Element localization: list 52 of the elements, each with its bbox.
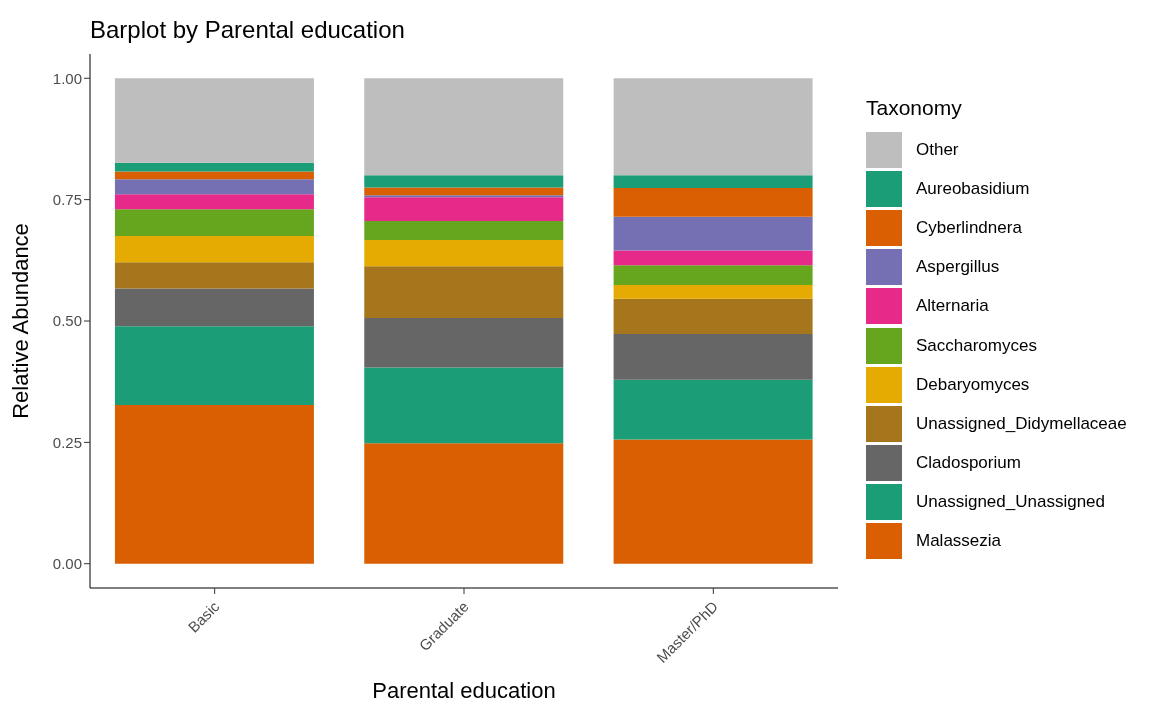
legend-label: Aureobasidium [916, 178, 1030, 199]
y-axis-title: Relative Abundance [7, 223, 33, 419]
legend-label: Unassigned_Didymellaceae [916, 413, 1127, 434]
chart-title: Barplot by Parental education [90, 16, 405, 44]
bar [114, 162, 314, 172]
legend-label: Unassigned_Unassigned [916, 492, 1106, 513]
legend-label: Cladosporium [916, 453, 1021, 474]
bar [613, 298, 813, 335]
y-tick-label: 1.00 [52, 69, 82, 87]
bar [114, 262, 314, 289]
bar [114, 326, 314, 405]
y-tick-label: 0.00 [52, 555, 82, 573]
bar [114, 288, 314, 327]
legend-label: Cyberlindnera [916, 217, 1022, 238]
bar [364, 266, 564, 319]
bar [114, 179, 314, 195]
bar [364, 175, 564, 188]
bar [613, 334, 813, 380]
bar [613, 439, 813, 564]
legend-label: Other [916, 139, 959, 160]
legend-label: Malassezia [916, 531, 1002, 552]
bar [364, 367, 564, 444]
x-axis-title: Parental education [372, 678, 556, 703]
y-tick-label: 0.75 [52, 190, 82, 208]
bar [613, 78, 813, 176]
legend-title: Taxonomy [866, 96, 963, 120]
bar [613, 250, 813, 266]
bar [114, 194, 314, 210]
legend-label: Alternaria [916, 296, 989, 317]
bar [364, 318, 564, 368]
bar [613, 379, 813, 440]
legend-label: Aspergillus [916, 257, 1000, 278]
bar [364, 443, 564, 564]
bar [613, 216, 813, 251]
bar [114, 171, 314, 180]
bar [613, 175, 813, 188]
bar [364, 197, 564, 221]
y-tick-label: 0.25 [52, 433, 82, 451]
bar [613, 265, 813, 286]
y-tick-label: 0.50 [52, 312, 82, 330]
bar [613, 285, 813, 299]
legend-label: Debaryomyces [916, 374, 1030, 395]
bar [114, 236, 314, 263]
bar [613, 187, 813, 217]
bar [364, 221, 564, 240]
bar [364, 239, 564, 267]
legend-label: Saccharomyces [916, 335, 1037, 356]
bar [364, 187, 564, 196]
bar [114, 78, 314, 163]
bar [364, 78, 564, 176]
bar [114, 404, 314, 564]
bar [114, 209, 314, 237]
